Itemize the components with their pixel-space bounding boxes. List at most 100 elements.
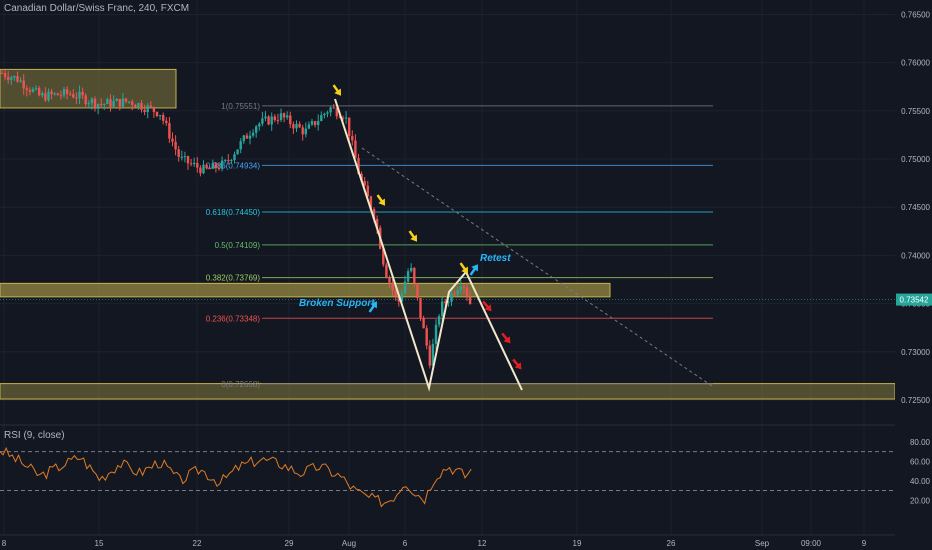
candle-body bbox=[13, 76, 16, 78]
candle-body bbox=[255, 126, 258, 133]
candle-body bbox=[62, 89, 66, 96]
candle-body bbox=[87, 103, 90, 105]
cyan-arrow-head bbox=[370, 301, 378, 309]
candle-body bbox=[44, 93, 47, 101]
candle-body bbox=[419, 297, 422, 318]
candle-body bbox=[251, 132, 255, 136]
annotation-arrows bbox=[332, 84, 522, 370]
rsi-line bbox=[0, 446, 472, 508]
candle-body bbox=[149, 105, 152, 107]
yellow-arrow-head bbox=[410, 234, 418, 242]
candle-body bbox=[456, 290, 459, 295]
rsi-title: RSI (9, close) bbox=[4, 430, 65, 441]
candle-body bbox=[208, 168, 211, 170]
candle-body bbox=[189, 163, 193, 165]
candle-body bbox=[96, 104, 100, 108]
time-tick-label: 29 bbox=[285, 539, 294, 548]
candle-body bbox=[317, 120, 320, 126]
price-tick-label: 0.74000 bbox=[901, 251, 930, 260]
candle-body bbox=[450, 293, 453, 302]
candle-body bbox=[177, 149, 180, 157]
candle-body bbox=[16, 76, 19, 82]
candle-body bbox=[369, 196, 373, 210]
price-tick-label: 0.76000 bbox=[901, 59, 930, 68]
candle-body bbox=[242, 135, 245, 142]
candle-body bbox=[313, 121, 317, 126]
candle-body bbox=[400, 293, 404, 302]
yellow-arrow bbox=[408, 230, 418, 242]
candle-body bbox=[56, 93, 59, 96]
candle-body bbox=[295, 123, 298, 129]
candle-body bbox=[391, 282, 394, 291]
candle-body bbox=[282, 113, 286, 118]
candle-body bbox=[428, 345, 431, 366]
candle-body bbox=[416, 283, 419, 298]
candle-body bbox=[28, 89, 32, 92]
price-zone bbox=[0, 383, 896, 400]
fib-level-label: 0(0.72668) bbox=[221, 380, 260, 389]
candle-body bbox=[143, 109, 146, 113]
candle-body bbox=[75, 97, 78, 99]
candle-body bbox=[65, 89, 69, 94]
time-tick-label: Aug bbox=[342, 539, 356, 548]
red-arrow bbox=[512, 358, 522, 370]
candle-body bbox=[462, 286, 466, 288]
candle-body bbox=[360, 173, 363, 182]
candle-body bbox=[19, 80, 22, 82]
retest-label: Retest bbox=[480, 253, 511, 264]
candle-body bbox=[273, 116, 276, 121]
candle-body bbox=[112, 101, 115, 107]
candle-body bbox=[261, 118, 264, 124]
yellow-arrow-head bbox=[378, 198, 386, 206]
candle-body bbox=[118, 98, 121, 107]
time-tick-label: 22 bbox=[193, 539, 202, 548]
price-tick-label: 0.72500 bbox=[901, 396, 930, 405]
candle-body bbox=[25, 88, 28, 90]
candle-body bbox=[276, 120, 280, 122]
chart-title: Canadian Dollar/Swiss Franc, 240, FXCM bbox=[4, 3, 190, 14]
candle-body bbox=[224, 160, 227, 162]
candle-body bbox=[434, 324, 438, 344]
candle-body bbox=[375, 218, 379, 228]
yellow-arrow bbox=[332, 84, 342, 96]
candle-body bbox=[431, 343, 435, 366]
candle-body bbox=[227, 160, 230, 162]
candle-body bbox=[465, 287, 469, 297]
candle-body bbox=[397, 295, 400, 302]
cyan-arrow-head bbox=[471, 264, 479, 272]
candle-body bbox=[422, 317, 425, 329]
broken-support-label: Broken Support bbox=[299, 298, 375, 309]
candle-body bbox=[155, 111, 159, 117]
time-tick-label: 6 bbox=[403, 539, 408, 548]
candle-body bbox=[304, 128, 307, 135]
candle-body bbox=[354, 140, 357, 159]
rsi-tick-label: 80.00 bbox=[910, 438, 931, 447]
candle-body bbox=[289, 115, 292, 125]
candle-body bbox=[22, 80, 25, 89]
time-tick-label: 8 bbox=[2, 539, 7, 548]
candle-body bbox=[385, 264, 388, 278]
candle-body bbox=[298, 123, 301, 128]
candle-body bbox=[127, 101, 131, 103]
candle-body bbox=[124, 98, 128, 102]
candle-body bbox=[109, 99, 112, 107]
time-tick-label: 12 bbox=[478, 539, 487, 548]
rsi-tick-label: 60.00 bbox=[910, 457, 931, 466]
red-arrow-head bbox=[503, 336, 511, 344]
candle-body bbox=[335, 107, 338, 117]
candle-body bbox=[50, 91, 53, 95]
candle-body bbox=[131, 101, 134, 105]
candle-body bbox=[236, 149, 239, 155]
candle-body bbox=[329, 107, 332, 113]
candle-body bbox=[47, 91, 50, 101]
candle-body bbox=[351, 136, 354, 141]
candle-body bbox=[264, 116, 267, 119]
time-tick-label: 9 bbox=[862, 539, 867, 548]
rsi-tick-label: 20.00 bbox=[910, 496, 931, 505]
red-arrow-head bbox=[514, 362, 522, 370]
cyan-arrow bbox=[368, 301, 378, 313]
candle-body bbox=[310, 121, 314, 125]
candle-body bbox=[468, 296, 472, 305]
